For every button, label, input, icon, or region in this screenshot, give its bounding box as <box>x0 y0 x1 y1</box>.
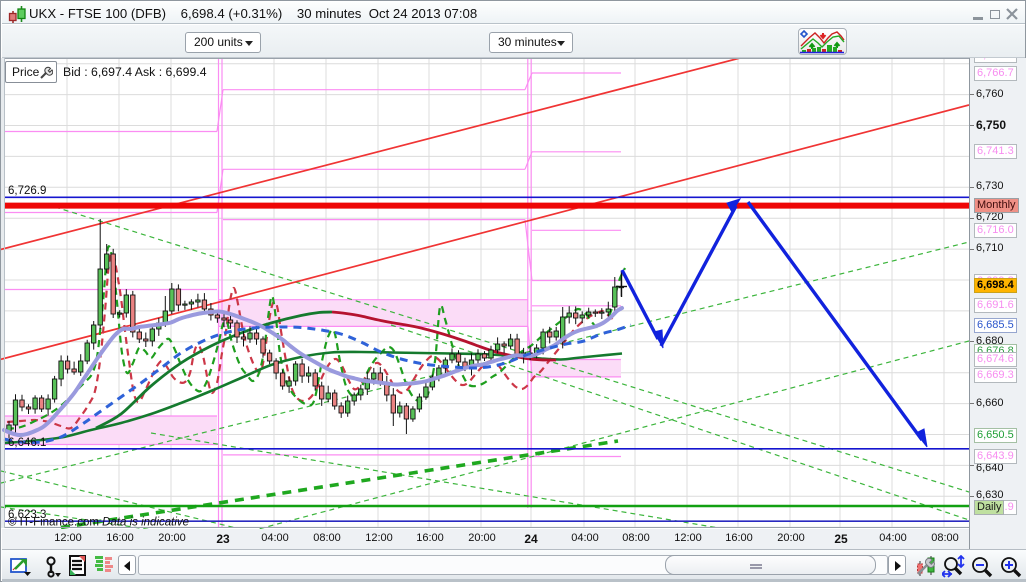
svg-text:6,726.9: 6,726.9 <box>8 185 46 197</box>
svg-text:© IT-Finance.com Data is indic: © IT-Finance.com Data is indicative <box>8 517 189 529</box>
svg-text:6,623.3: 6,623.3 <box>8 509 46 521</box>
svg-text:6,646.1: 6,646.1 <box>8 437 46 449</box>
